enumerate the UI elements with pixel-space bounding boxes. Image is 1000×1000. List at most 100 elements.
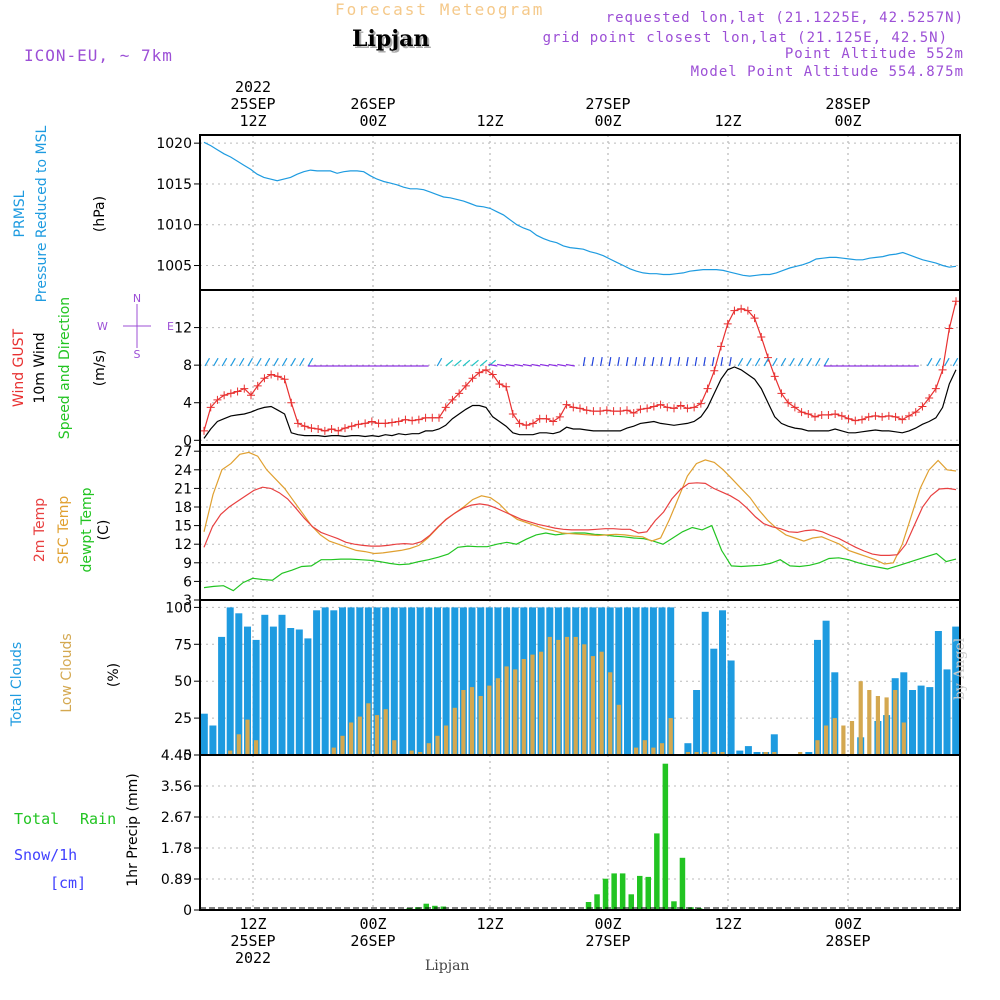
total-cloud-bar <box>347 607 355 755</box>
wind-dir-label: Speed and Direction <box>57 296 73 440</box>
wind-arrow <box>221 357 228 367</box>
y-tick-label: 1010 <box>156 218 192 234</box>
total-cloud-bar <box>926 687 934 755</box>
low-cloud-bar <box>444 725 449 755</box>
panel-frame <box>199 134 961 291</box>
total-cloud-bar <box>641 607 649 755</box>
gust-marker <box>690 403 699 412</box>
dewpt-label: dewpt Temp <box>79 487 95 573</box>
total-cloud-bar <box>287 628 295 755</box>
gust-marker <box>797 408 806 417</box>
gust-marker <box>361 419 370 428</box>
compass-w: W <box>97 320 108 333</box>
gust-marker <box>710 366 719 375</box>
low-cloud-bar <box>875 696 880 755</box>
low-cloud-bar <box>469 687 475 755</box>
y-tick-label: 3 <box>183 593 192 609</box>
gust-marker <box>569 403 578 412</box>
low-cloud-bar <box>815 740 820 755</box>
total-cloud-bar <box>339 607 346 755</box>
gust-marker <box>408 416 417 425</box>
total-cloud-bar <box>736 750 744 755</box>
total-cloud-bar <box>235 613 243 755</box>
wind-arrow <box>625 357 629 367</box>
low-cloud-bar <box>573 636 578 755</box>
wind-arrow <box>806 357 813 367</box>
total-cloud-bar <box>269 626 277 755</box>
low-cloud-bar <box>616 704 621 755</box>
total-cloud-bar <box>753 752 761 755</box>
gust-marker <box>549 417 558 426</box>
gust-marker <box>837 411 846 420</box>
total-cloud-bar <box>917 685 925 755</box>
total-cloud-bar <box>684 743 692 755</box>
gust-marker <box>280 375 289 384</box>
gust-marker <box>730 306 739 315</box>
low-cloud-bar <box>504 666 509 755</box>
rain-bar <box>415 907 421 910</box>
wind-arrow <box>213 357 219 367</box>
snow-unit-label: [cm] <box>50 874 87 892</box>
total-cloud-bar <box>485 607 493 755</box>
gust-marker <box>656 400 665 409</box>
celsius-label: (C) <box>96 519 112 541</box>
time-label-bottom: 25SEP <box>230 932 275 950</box>
gust-marker <box>945 324 954 333</box>
y-tick-label: 75 <box>174 637 192 653</box>
time-label-top: 26SEP <box>350 95 395 113</box>
time-label-bottom: 26SEP <box>350 932 395 950</box>
time-label-bottom: 28SEP <box>825 932 870 950</box>
time-label-top: 2022 <box>235 78 271 96</box>
wind-arrow <box>703 357 706 367</box>
gust-marker <box>482 365 490 374</box>
low-cloud-bar <box>901 722 906 755</box>
percent-label: (%) <box>106 662 122 688</box>
gust-marker <box>260 374 269 383</box>
gust-marker <box>804 410 813 418</box>
wind-arrow <box>608 357 612 367</box>
gust-marker <box>623 406 631 415</box>
low-cloud-bar <box>461 690 466 755</box>
wind-arrow <box>454 359 462 367</box>
gust-marker <box>878 412 887 421</box>
low-cloud-bar <box>642 740 647 755</box>
location-title: Lipjan <box>352 26 430 52</box>
y-tick-label: 0.89 <box>161 872 192 888</box>
wind-arrow <box>720 357 724 367</box>
gust-marker <box>811 412 819 421</box>
low-cloud-bar <box>841 725 846 755</box>
rain-bar <box>628 894 634 910</box>
gust-marker <box>649 402 658 411</box>
gust-marker <box>374 419 383 428</box>
time-label-bottom: 27SEP <box>585 932 630 950</box>
gust-marker <box>884 411 893 420</box>
wind-arrow <box>926 357 933 367</box>
low-cloud-bar <box>668 718 673 755</box>
gust-marker <box>609 407 618 416</box>
footer-location: Lipjan <box>425 958 470 974</box>
wind-arrow <box>307 357 314 367</box>
gust-marker <box>515 419 524 428</box>
low-cloud-bar <box>893 690 898 755</box>
gust-marker <box>508 410 517 418</box>
gust-marker <box>226 389 235 398</box>
low-cloud-bar <box>867 690 872 755</box>
temp-2m-line <box>203 482 957 557</box>
gust-marker <box>663 403 672 412</box>
wind-arrow <box>436 357 443 367</box>
low-cloud-bar <box>409 750 414 755</box>
time-label-bottom: 12Z <box>714 915 741 933</box>
wind-arrow <box>204 357 211 367</box>
wind-arrow <box>290 357 297 367</box>
gust-marker <box>529 419 537 428</box>
total-cloud-bar <box>667 607 675 755</box>
wind-arrow <box>737 357 744 367</box>
total-cloud-bar <box>416 607 424 755</box>
low-cloud-bar <box>392 740 397 755</box>
total-cloud-bar <box>822 620 830 755</box>
time-label-bottom: 00Z <box>359 915 386 933</box>
gust-marker <box>502 382 511 391</box>
wind-arrow <box>264 357 271 367</box>
low-cloud-bar <box>254 740 259 755</box>
wind-arrow <box>815 357 821 367</box>
